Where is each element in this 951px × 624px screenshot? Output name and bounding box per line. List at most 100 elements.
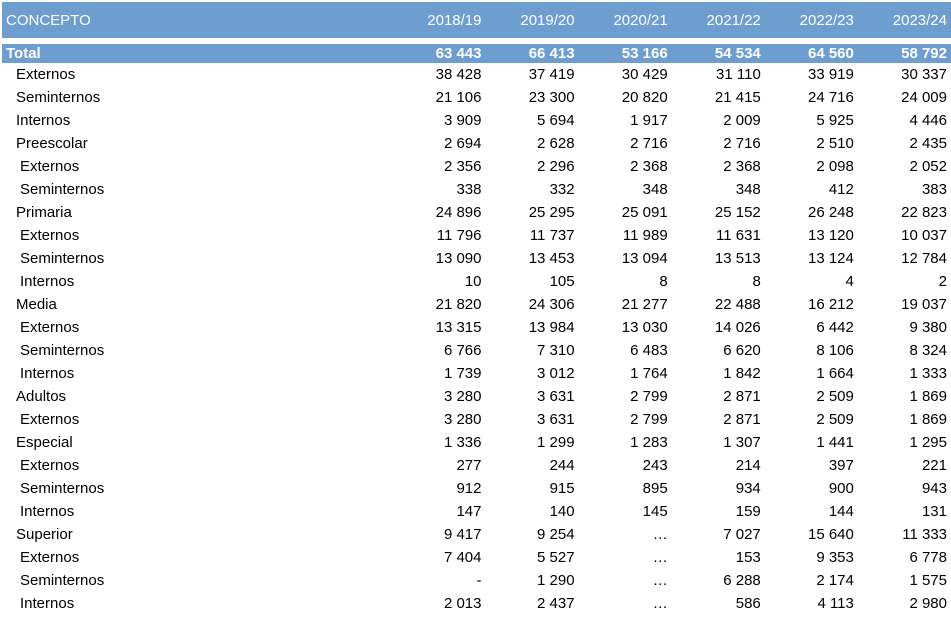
row-label: Externos [16,66,76,83]
row-value: 2 435 [909,135,947,152]
row-value: 2 799 [630,411,668,428]
row-value: 4 113 [817,595,854,612]
table-row: Seminternos 6 766 7 310 6 483 6 620 8 106 8 32… [2,339,951,362]
row-value: 5 527 [537,549,575,566]
row-value: 21 820 [435,296,482,313]
row-value: 30 337 [901,66,947,83]
row-label: Seminternos [16,89,101,106]
row-value: 244 [549,457,575,474]
row-value: 934 [735,480,761,497]
table-row: Seminternos - 1 290 … 6 288 2 174 1 575 [2,569,951,592]
row-value: 10 037 [901,227,947,244]
table-row: Preescolar 2 694 2 628 2 716 2 716 2 510 2 435 [2,132,951,155]
row-value: 338 [456,181,482,198]
table-row: Externos 38 428 37 419 30 429 31 110 33 919 30… [2,63,951,86]
row-value: 5 925 [816,112,854,129]
row-value: 24 896 [435,204,482,221]
row-value: 412 [828,181,854,198]
total-value: 66 413 [485,44,579,63]
row-value: 25 152 [714,204,761,221]
row-label: Externos [20,549,80,566]
table-row: Externos 11 796 11 737 11 989 11 631 13 120 10… [2,224,951,247]
row-value: 21 277 [621,296,668,313]
row-value: … [652,572,668,589]
column-header-year: 2019/20 [485,2,579,38]
row-value: 31 110 [716,66,761,83]
row-value: 1 739 [443,365,482,382]
row-value: 12 784 [901,250,947,267]
row-value: 2 437 [537,595,575,612]
row-value: 8 [659,273,668,290]
row-value: 586 [735,595,761,612]
row-value: 2 368 [630,158,668,175]
table-row: Especial 1 336 1 299 1 283 1 307 1 441 1 295 [2,431,951,454]
row-value: 2 510 [816,135,854,152]
row-value: 22 488 [714,296,761,313]
row-value: 2 009 [723,112,761,129]
row-value: 7 027 [723,526,761,543]
row-value: 1 336 [443,434,482,451]
column-header-year: 2022/23 [764,2,858,38]
row-value: 23 300 [528,89,575,106]
row-value: 22 823 [901,204,947,221]
row-value: 24 716 [807,89,854,106]
row-value: 13 315 [435,319,482,336]
row-value: 2 509 [816,388,854,405]
row-value: 2 716 [630,135,668,152]
row-value: 105 [549,273,575,290]
row-value: 7 310 [537,342,575,359]
row-value: 2 628 [537,135,575,152]
row-value: 214 [735,457,761,474]
row-value: 9 254 [537,526,575,543]
table-row: Internos 147 140 145 159 144 131 [2,500,951,523]
row-value: 144 [828,503,854,520]
row-label: Internos [20,273,75,290]
row-value: 2 296 [537,158,575,175]
row-value: 6 620 [723,342,761,359]
row-value: 6 778 [909,549,947,566]
table-row: Externos 7 404 5 527 … 153 9 353 6 778 [2,546,951,569]
row-value: 243 [642,457,668,474]
row-value: 912 [456,480,482,497]
row-value: 943 [921,480,947,497]
column-header-year: 2020/21 [578,2,672,38]
row-value: 383 [921,181,947,198]
row-value: 1 917 [630,112,668,129]
row-value: 2 [938,273,947,290]
total-value: 53 166 [578,44,672,63]
row-value: 13 120 [807,227,854,244]
row-label: Internos [20,595,75,612]
table-row: Seminternos 912 915 895 934 900 943 [2,477,951,500]
row-value: 2 356 [443,158,482,175]
row-value: 2 871 [723,411,761,428]
row-label: Preescolar [16,135,88,152]
row-label: Internos [20,503,75,520]
row-value: 9 353 [816,549,854,566]
row-value: 221 [921,457,947,474]
row-label: Internos [20,365,75,382]
row-label: Superior [16,526,73,543]
row-value: 1 290 [537,572,575,589]
row-value: 2 694 [443,135,482,152]
row-label: Externos [20,457,80,474]
total-value: 64 560 [764,44,858,63]
row-value: 13 984 [528,319,575,336]
row-value: 11 796 [436,227,482,244]
table-row: Seminternos 13 090 13 453 13 094 13 513 13 12… [2,247,951,270]
row-value: 30 429 [621,66,668,83]
row-value: 13 030 [621,319,668,336]
table-row: Internos 10 105 8 8 4 2 [2,270,951,293]
row-label: Seminternos [20,181,105,198]
row-value: 21 415 [714,89,761,106]
row-value: 2 799 [630,388,668,405]
table-row: Seminternos 21 106 23 300 20 820 21 415 24 71… [2,86,951,109]
column-header-year: 2021/22 [671,2,765,38]
row-value: 2 871 [723,388,761,405]
row-value: 9 417 [443,526,482,543]
column-header-year: 2023/24 [857,2,951,38]
row-value: 2 509 [816,411,854,428]
row-value: 2 980 [909,595,947,612]
column-header-year: 2018/19 [392,2,486,38]
row-value: 11 333 [902,526,947,543]
